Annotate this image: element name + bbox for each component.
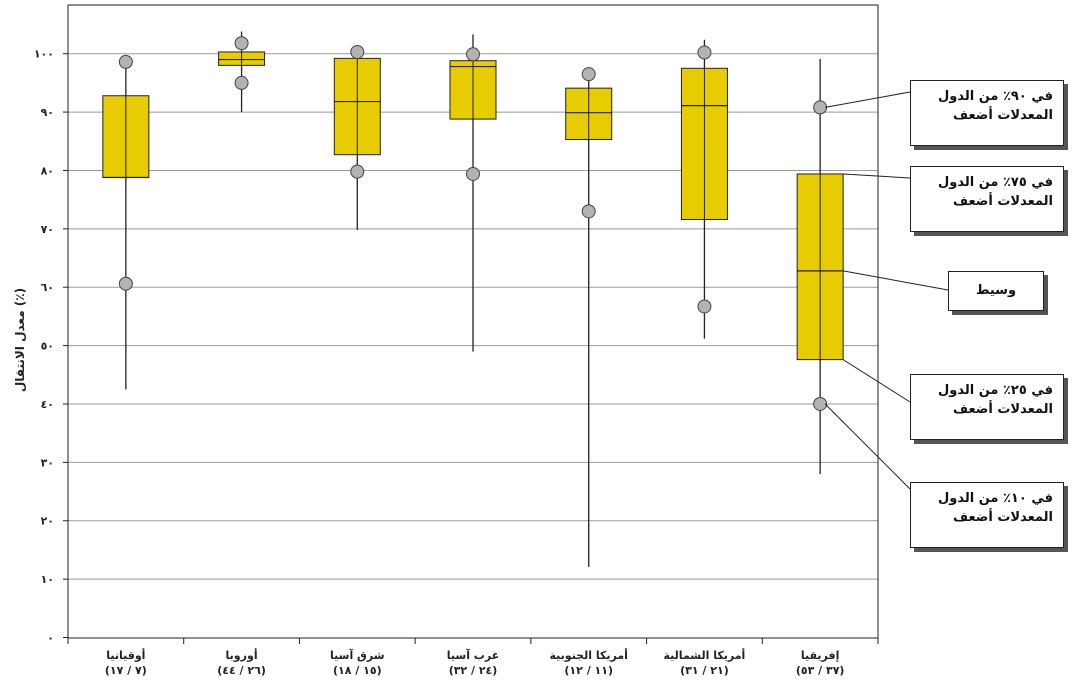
p90-marker: [118, 54, 133, 69]
p10-marker: [813, 396, 828, 411]
x-category-label: أوقيانيا: [106, 648, 145, 662]
x-category-count: (١١ / ١٢): [564, 664, 613, 677]
y-tick-label: ٠: [47, 632, 54, 645]
p10-marker: [581, 204, 596, 219]
leader-line: [825, 91, 911, 108]
p90-marker: [581, 67, 596, 82]
annotation-box-q1: في ٢٥٪ من الدول المعدلات أضعف: [910, 374, 1064, 440]
x-category-label: إفريقيا: [801, 649, 839, 662]
y-tick-label: ١٠٠: [34, 48, 54, 61]
y-tick-label: ٣٠: [41, 456, 54, 469]
box-2: [218, 31, 266, 113]
x-category-count: (٢٦ / ٤٤): [217, 664, 266, 677]
x-category-count: (٣٧ / ٥٣): [796, 664, 845, 677]
x-category-label: شرق آسيا: [330, 648, 385, 662]
annotation-line-2: المعدلات أضعف: [952, 194, 1053, 209]
box-5: [565, 67, 613, 567]
x-category-label: أمريكا الشمالية: [664, 648, 746, 662]
box-4: [449, 34, 497, 352]
x-axis: أوقيانيا (٧ / ١٧) أوروبا (٢٦ / ٤٤) شرق آسيا (…: [67, 638, 879, 677]
box-3: [333, 44, 381, 231]
x-category-count: (٧ / ١٧): [105, 664, 147, 677]
p90-marker: [466, 47, 480, 62]
p10-marker: [466, 166, 480, 181]
x-category-count: (٢١ / ٣١): [680, 664, 729, 677]
y-tick-label: ٨٠: [41, 164, 54, 177]
y-tick-label: ٤٠: [41, 398, 54, 411]
x-category-label: أوروبا: [226, 648, 258, 662]
y-tick-label: ٩٠: [41, 106, 54, 119]
annotation-line-2: المعدلات أضعف: [952, 510, 1053, 525]
p90-marker: [697, 45, 712, 60]
x-category-label: أمريكا الجنوبية: [550, 648, 628, 662]
p10-marker: [697, 299, 712, 314]
box-6: [680, 39, 728, 339]
annotation-leaders: [824, 91, 949, 490]
x-category-count: (١٥ / ١٨): [333, 664, 382, 677]
box-7: [796, 58, 844, 475]
y-tick-label: ٦٠: [41, 281, 54, 294]
annotation-box-q3: في ٧٥٪ من الدول المعدلات أضعف: [910, 166, 1064, 232]
y-axis-label: معدل الانتقال (٪): [13, 288, 27, 392]
annotation-line-1: وسيط: [975, 283, 1017, 298]
annotation-line-1: في ٢٥٪ من الدول: [937, 383, 1053, 398]
p10-marker: [350, 164, 365, 179]
boxes: [102, 31, 844, 567]
x-category-count: (٢٤ / ٣٢): [449, 664, 498, 677]
box-1: [102, 54, 150, 390]
leader-line: [843, 173, 911, 179]
annotation-box-median: وسيط: [948, 271, 1044, 311]
annotation-box-p10: في ١٠٪ من الدول المعدلات أضعف: [910, 482, 1064, 548]
annotation-line-1: في ١٠٪ من الدول: [937, 491, 1053, 506]
y-axis: ٠ ١٠ ٢٠ ٣٠ ٤٠ ٥٠ ٦٠ ٧٠ ٨٠ ٩٠ ١٠٠: [34, 48, 68, 645]
y-tick-label: ١٠: [41, 573, 54, 586]
p90-marker: [234, 36, 249, 51]
p10-marker: [234, 75, 249, 90]
annotation-box-p90: في ٩٠٪ من الدول المعدلات أضعف: [910, 80, 1064, 146]
leader-line: [842, 359, 911, 403]
annotation-line-1: في ٩٠٪ من الدول: [937, 89, 1053, 104]
x-category-label: غرب آسيا: [447, 648, 499, 662]
annotation-line-2: المعدلات أضعف: [952, 402, 1053, 417]
p90-marker: [350, 44, 365, 59]
leader-line: [843, 270, 949, 291]
annotation-line-2: المعدلات أضعف: [952, 108, 1053, 123]
leader-line: [824, 403, 911, 490]
plot-frame: [67, 4, 879, 639]
p90-marker: [813, 100, 828, 115]
y-tick-label: ٢٠: [41, 515, 54, 528]
y-tick-label: ٥٠: [41, 340, 54, 353]
annotation-line-1: في ٧٥٪ من الدول: [937, 175, 1053, 190]
y-tick-label: ٧٠: [41, 223, 54, 236]
p10-marker: [118, 276, 133, 291]
